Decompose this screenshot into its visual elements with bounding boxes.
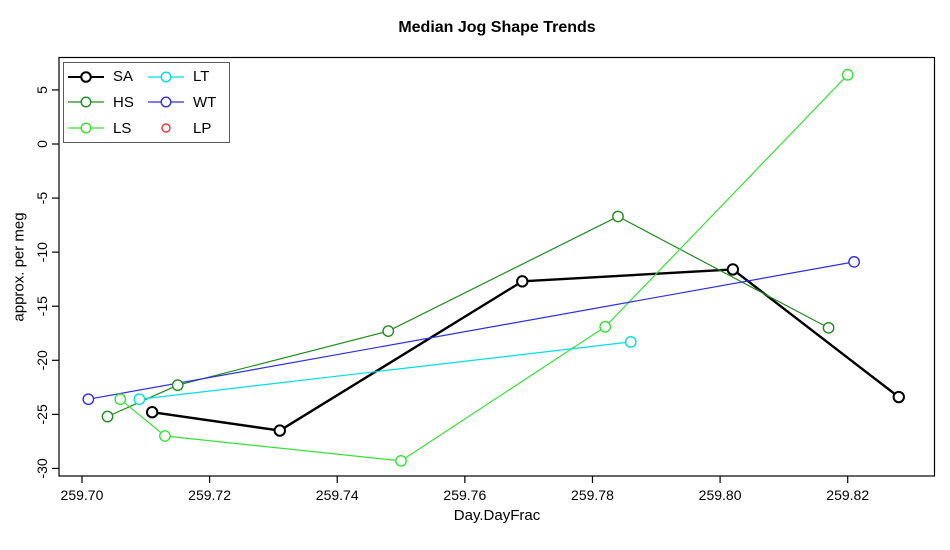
hs-data-point-marker [101, 410, 114, 423]
legend-circle-swatch [160, 96, 172, 108]
lt-data-point-marker [624, 336, 637, 348]
x-axis-tick-label: 259.72 [188, 487, 231, 503]
ls-data-point-marker [114, 393, 127, 406]
sa-data-point-marker [273, 424, 286, 437]
legend-circle-swatch [161, 123, 171, 133]
legend-circle-swatch [160, 71, 172, 83]
sa-legend-sample-icon [68, 71, 104, 83]
ls-data-point-marker [159, 430, 171, 442]
legend-entry-lp: LP [148, 121, 227, 136]
wt-data-point-marker [82, 393, 95, 406]
hs-data-point-marker [382, 325, 395, 337]
y-axis-tick-label: -20 [34, 350, 50, 370]
legend-entry-sa: SA [68, 69, 148, 84]
hs-data-point-marker [171, 379, 184, 392]
sa-series-line [151, 268, 900, 432]
legend-circle-swatch [80, 96, 92, 108]
y-axis-tick-label: 5 [34, 86, 50, 94]
hs-data-point-marker [822, 321, 835, 334]
lt-legend-sample-icon [148, 71, 184, 83]
legend-entry-lt: LT [148, 69, 227, 84]
ls-data-point-marker [841, 68, 854, 81]
hs-legend-sample-icon [68, 96, 104, 108]
y-axis-tick-label: -25 [34, 404, 50, 424]
sa-data-point-marker [726, 263, 740, 276]
sa-data-point-marker [145, 405, 159, 419]
y-axis-label: approx. per meg [10, 212, 28, 322]
x-axis-label: Day.DayFrac [453, 507, 541, 524]
y-axis-tick-label: -30 [34, 458, 50, 478]
y-axis-tick-label: -10 [34, 242, 50, 262]
y-axis-tick-label: -15 [34, 296, 50, 316]
y-axis-tick-label: 0 [34, 140, 50, 148]
chart-title: Median Jog Shape Trends [398, 19, 596, 36]
legend-label-lp: LP [193, 119, 212, 137]
x-axis-tick-label: 259.82 [826, 487, 869, 503]
legend-label-ls: LS [113, 119, 132, 137]
wt-legend-sample-icon [148, 96, 184, 108]
legend-entry-ls: LS [68, 121, 148, 136]
legend-entry-wt: WT [148, 95, 227, 110]
ls-legend-sample-icon [68, 122, 104, 134]
lt-data-point-marker [133, 393, 146, 406]
legend-circle-swatch [80, 122, 92, 134]
sa-data-point-marker [516, 275, 529, 288]
hs-series-line [107, 215, 829, 418]
legend: SA HS LS LT WT LP [63, 62, 230, 143]
wt-data-point-marker [848, 255, 860, 268]
ls-data-point-marker [395, 454, 407, 467]
x-axis-tick-label: 259.74 [316, 487, 359, 503]
sa-data-point-marker [892, 390, 905, 404]
x-axis-tick-label: 259.80 [699, 487, 742, 503]
legend-circle-swatch [80, 71, 92, 83]
lp-legend-sample-icon [161, 123, 171, 133]
legend-entry-hs: HS [68, 95, 148, 110]
x-axis-tick-label: 259.78 [571, 487, 614, 503]
legend-label-wt: WT [193, 93, 217, 111]
legend-label-sa: SA [113, 68, 134, 86]
legend-label-lt: LT [193, 68, 210, 86]
x-axis-tick-label: 259.76 [443, 487, 486, 503]
legend-label-hs: HS [113, 93, 134, 111]
x-axis-tick-label: 259.70 [61, 487, 104, 503]
lt-series-line [139, 341, 631, 400]
wt-series-line [88, 261, 855, 400]
plot-box [58, 56, 936, 477]
hs-data-point-marker [612, 210, 624, 223]
y-axis-tick-label: -5 [34, 192, 50, 205]
ls-data-point-marker [599, 320, 612, 333]
